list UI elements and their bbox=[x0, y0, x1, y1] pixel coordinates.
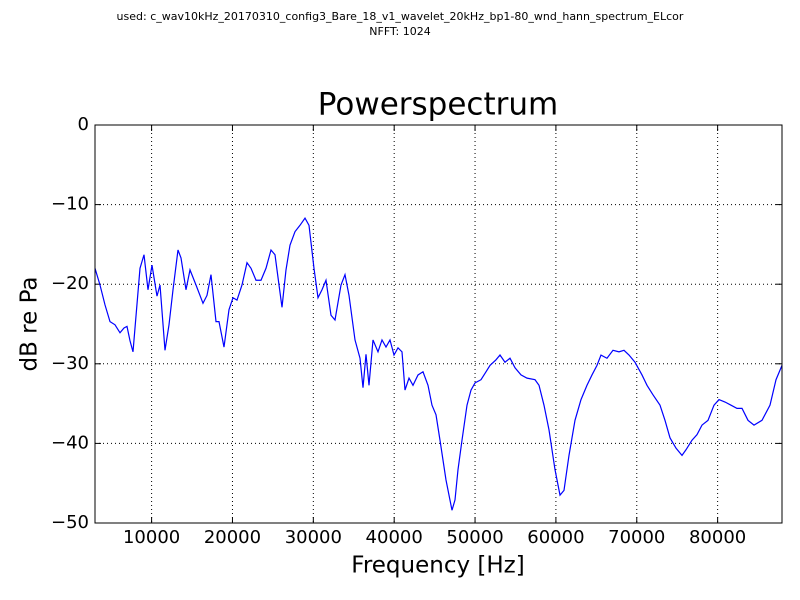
x-tick-label: 10000 bbox=[123, 527, 180, 548]
y-tick-label: 0 bbox=[78, 114, 89, 135]
header-line: used: c_wav10kHz_20170310_config3_Bare_1… bbox=[117, 10, 684, 23]
spectrum-line bbox=[94, 216, 783, 511]
y-axis-label: dB re Pa bbox=[17, 276, 43, 371]
y-tick-label: −30 bbox=[51, 353, 89, 374]
x-tick-label: 50000 bbox=[446, 527, 503, 548]
chart-title: Powerspectrum bbox=[318, 87, 558, 123]
y-tick-label: −50 bbox=[51, 512, 89, 533]
x-tick-label: 70000 bbox=[608, 527, 665, 548]
y-tick-label: −20 bbox=[51, 273, 89, 294]
x-axis-label: Frequency [Hz] bbox=[351, 553, 524, 579]
header-line: NFFT: 1024 bbox=[369, 25, 430, 38]
x-tick-label: 40000 bbox=[366, 527, 423, 548]
x-tick-label: 60000 bbox=[527, 527, 584, 548]
x-tick-label: 20000 bbox=[204, 527, 261, 548]
x-tick-label: 30000 bbox=[285, 527, 342, 548]
y-tick-label: −10 bbox=[51, 194, 89, 215]
x-tick-label: 80000 bbox=[689, 527, 746, 548]
y-tick-label: −40 bbox=[51, 432, 89, 453]
plot-frame bbox=[94, 124, 783, 524]
